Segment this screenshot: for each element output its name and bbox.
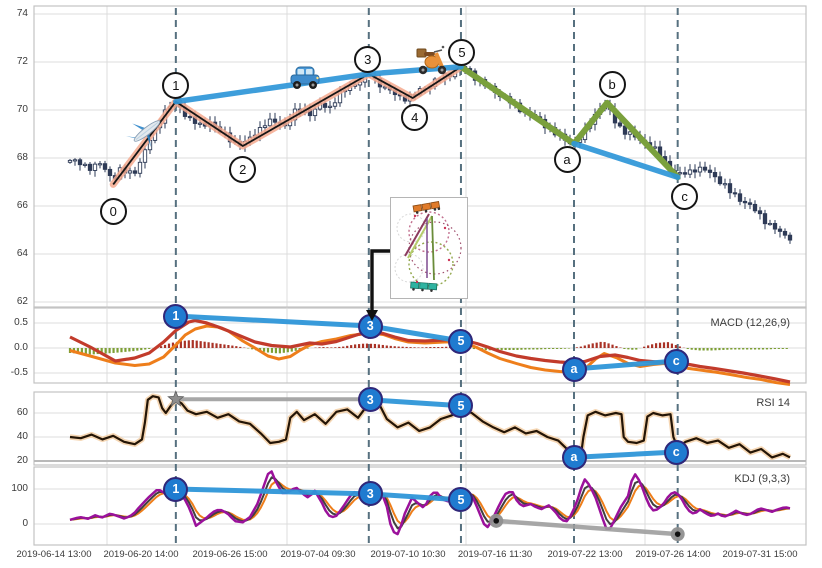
macd-tick: 0.0 [14,342,28,353]
wave-circle-price-3: 3 [354,45,382,73]
x-tick: 2019-06-20 14:00 [103,549,179,560]
price-tick: 72 [16,56,28,67]
airplane-icon [125,120,161,148]
roller-coaster-inset [390,197,468,299]
price-tick: 68 [16,152,28,163]
rsi-tick: 40 [16,431,28,442]
wave-circle-price-a: a [553,146,581,174]
macd-panel-label: MACD (12,26,9) [710,317,790,329]
wave-circle-kdj-3: 3 [357,481,383,507]
x-tick: 2019-07-22 13:00 [547,549,623,560]
wave-circle-macd-c: c [663,348,689,374]
kdj-tick: 0 [22,518,28,529]
price-tick: 66 [16,200,28,211]
wave-circle-price-1: 1 [162,72,190,100]
wave-circle-price-0: 0 [99,197,127,225]
scooter-icon [416,45,447,75]
rsi-tick: 20 [16,455,28,466]
wave-circle-rsi-c: c [663,439,689,465]
x-tick: 2019-07-10 10:30 [370,549,446,560]
wave-circle-rsi-5: 5 [448,393,474,419]
price-tick: 64 [16,248,28,259]
x-tick: 2019-06-26 15:00 [192,549,268,560]
wave-circle-macd-5: 5 [448,328,474,354]
macd-tick: -0.5 [10,367,28,378]
kdj-panel-label: KDJ (9,3,3) [734,473,790,485]
wave-circle-price-c: c [671,182,699,210]
price-tick: 74 [16,8,28,19]
car-icon [290,66,320,89]
macd-tick: 0.5 [14,317,28,328]
x-tick: 2019-06-14 13:00 [16,549,92,560]
wave-circle-macd-a: a [561,356,587,382]
wave-circle-kdj-1: 1 [163,476,189,502]
rsi-tick: 60 [16,407,28,418]
annotation-arrow-icon [366,249,390,321]
x-tick: 2019-07-04 09:30 [280,549,356,560]
x-tick: 2019-07-16 11:30 [457,549,533,560]
kdj-tick: 100 [11,483,28,494]
wave-circle-kdj-5: 5 [448,487,474,513]
wave-circle-macd-1: 1 [163,303,189,329]
x-tick: 2019-07-26 14:00 [635,549,711,560]
price-tick: 62 [16,296,28,307]
x-tick: 2019-07-31 15:00 [722,549,798,560]
wave-circle-price-2: 2 [229,155,257,183]
wave-circle-price-4: 4 [401,103,429,131]
wave-circle-price-b: b [598,71,626,99]
rsi-panel-label: RSI 14 [756,397,790,409]
wave-circle-rsi-3: 3 [357,387,383,413]
wave-circle-price-5: 5 [448,39,476,67]
wave-circle-rsi-a: a [561,444,587,470]
price-tick: 70 [16,104,28,115]
